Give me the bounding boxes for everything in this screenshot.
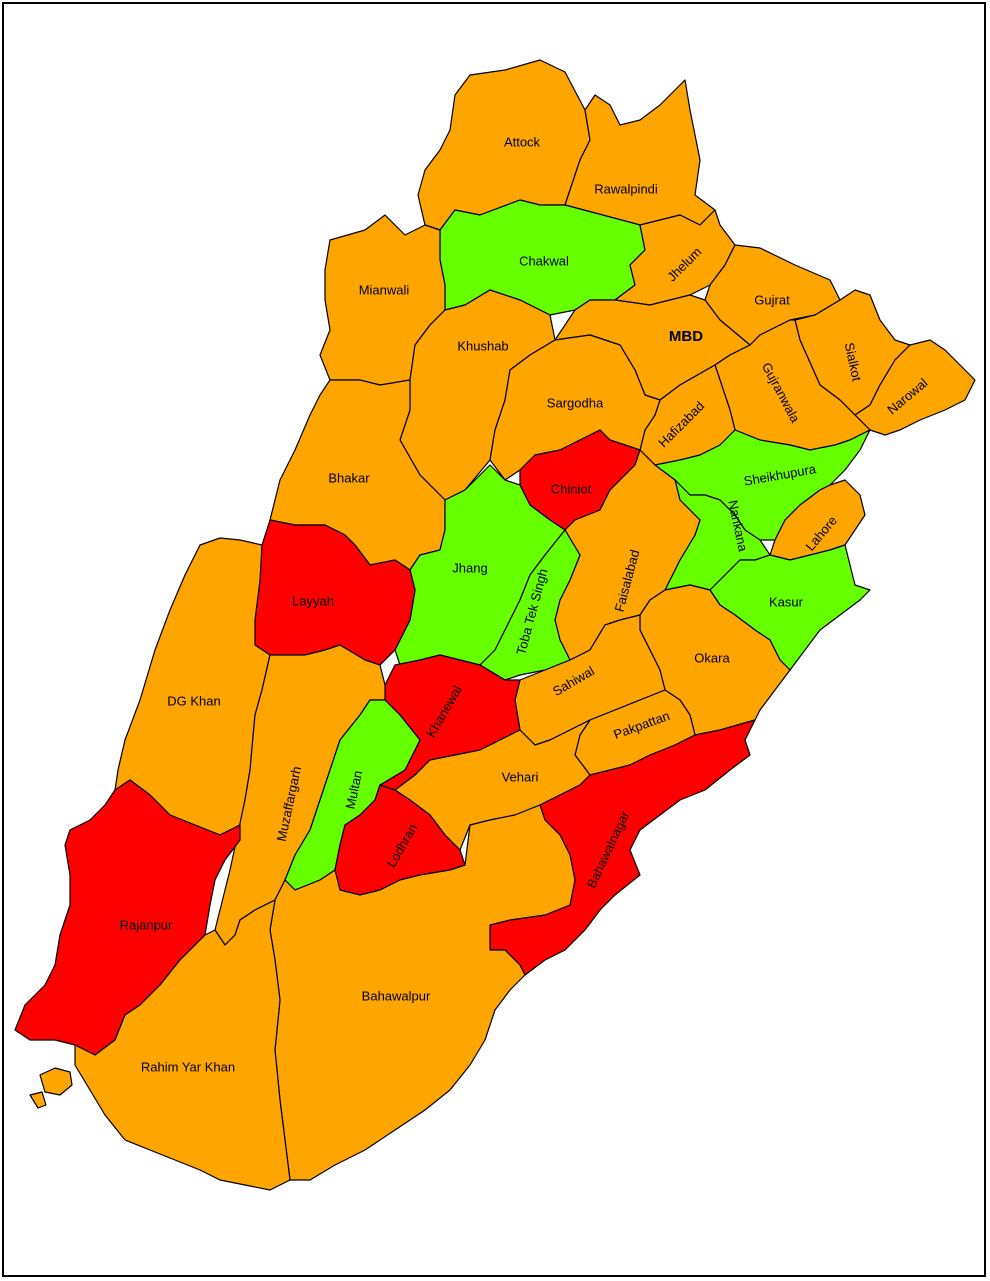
label-dgkhan: DG Khan <box>167 693 220 708</box>
label-layyah: Layyah <box>292 593 334 608</box>
island-rahim-yar-khan-1 <box>39 1067 73 1096</box>
label-attock: Attock <box>504 134 541 149</box>
district-narowal <box>854 339 976 436</box>
label-rawalpindi: Rawalpindi <box>594 181 658 196</box>
label-bahawalpur: Bahawalpur <box>362 988 431 1003</box>
label-chiniot: Chiniot <box>551 481 592 496</box>
label-jhang: Jhang <box>452 560 487 575</box>
label-rajanpur: Rajanpur <box>120 917 173 932</box>
district-bahawalpur <box>269 804 576 1181</box>
label-vehari: Vehari <box>502 769 539 784</box>
district-sargodha <box>489 334 661 481</box>
label-sargodha: Sargodha <box>547 395 604 410</box>
label-gujrat: Gujrat <box>754 292 790 307</box>
label-chakwal: Chakwal <box>519 253 569 268</box>
island-rahim-yar-khan-2 <box>29 1091 47 1109</box>
label-kasur: Kasur <box>769 594 804 609</box>
district-rahim-yar-khan <box>74 899 291 1191</box>
label-okara: Okara <box>694 650 730 665</box>
label-khushab: Khushab <box>457 338 508 353</box>
label-bhakar: Bhakar <box>328 470 370 485</box>
label-mianwali: Mianwali <box>359 282 410 297</box>
label-rahimyarkhan: Rahim Yar Khan <box>141 1059 235 1074</box>
label-mbd: MBD <box>669 328 703 345</box>
district-rawalpindi <box>564 79 716 226</box>
